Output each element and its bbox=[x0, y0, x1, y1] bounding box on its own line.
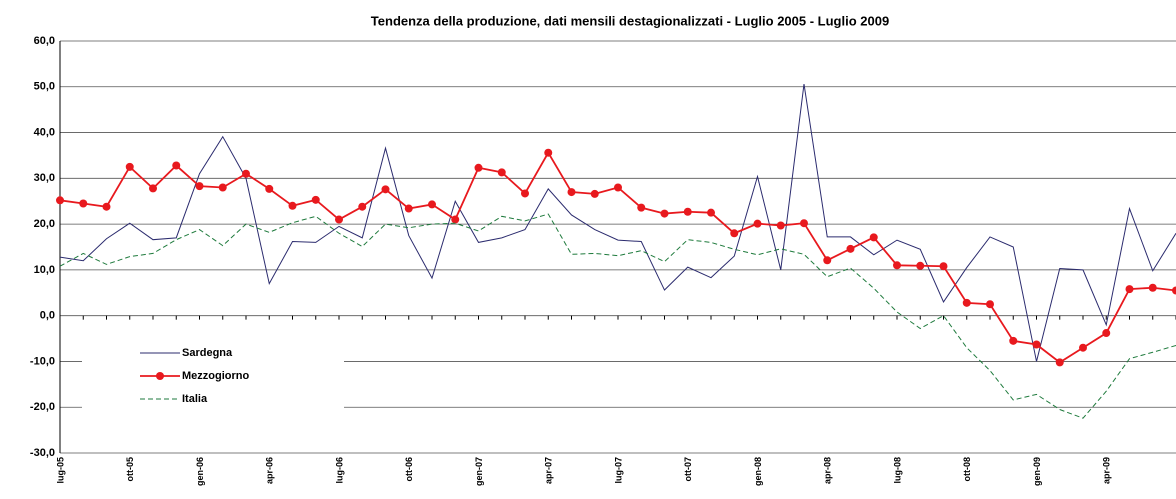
marker bbox=[474, 163, 483, 172]
marker bbox=[962, 298, 971, 307]
marker bbox=[218, 183, 227, 192]
legend-label: Sardegna bbox=[182, 347, 233, 359]
marker bbox=[893, 261, 901, 270]
marker bbox=[125, 162, 134, 171]
x-tick-label: ott-06 bbox=[404, 457, 414, 482]
x-tick-label: lug-06 bbox=[334, 457, 344, 484]
x-tick-label: apr-07 bbox=[544, 457, 554, 484]
marker bbox=[567, 188, 576, 197]
marker bbox=[660, 209, 669, 218]
marker bbox=[986, 300, 994, 309]
marker bbox=[916, 261, 925, 270]
y-tick-label: 10,0 bbox=[34, 264, 55, 276]
marker bbox=[823, 256, 832, 265]
marker bbox=[1055, 358, 1064, 367]
marker bbox=[707, 208, 715, 217]
marker bbox=[497, 168, 506, 177]
x-tick-label: ott-05 bbox=[125, 457, 135, 482]
marker bbox=[939, 262, 948, 271]
marker bbox=[637, 203, 646, 212]
marker bbox=[1009, 336, 1018, 345]
y-tick-label: 30,0 bbox=[34, 172, 55, 184]
x-tick-label: gen-09 bbox=[1032, 457, 1042, 486]
y-tick-label: 20,0 bbox=[34, 218, 55, 230]
marker bbox=[288, 201, 297, 210]
x-tick-label: gen-07 bbox=[474, 457, 484, 486]
series-line bbox=[59, 213, 1176, 419]
marker bbox=[451, 215, 460, 224]
marker bbox=[79, 199, 88, 208]
marker bbox=[614, 183, 622, 192]
marker bbox=[265, 184, 274, 193]
y-tick-label: 60,0 bbox=[34, 35, 55, 47]
marker bbox=[172, 161, 181, 170]
marker bbox=[846, 244, 855, 253]
marker bbox=[1125, 285, 1134, 294]
x-tick-label: ott-07 bbox=[683, 457, 693, 482]
y-tick-label: -10,0 bbox=[30, 355, 55, 367]
marker bbox=[428, 200, 436, 209]
marker bbox=[1032, 340, 1041, 349]
marker bbox=[590, 189, 599, 198]
legend-box bbox=[82, 338, 344, 416]
x-tick-label: ott-08 bbox=[962, 457, 972, 482]
marker bbox=[149, 184, 157, 193]
marker bbox=[800, 219, 808, 228]
series-line bbox=[59, 83, 1176, 362]
marker bbox=[242, 169, 250, 178]
x-tick-label: apr-08 bbox=[823, 457, 833, 484]
marker bbox=[381, 185, 390, 194]
marker bbox=[56, 196, 64, 205]
y-tick-label: 0,0 bbox=[40, 310, 55, 322]
y-tick-label: -20,0 bbox=[30, 401, 55, 413]
marker bbox=[776, 221, 785, 230]
x-tick-label: lug-07 bbox=[613, 457, 623, 484]
marker bbox=[335, 215, 343, 224]
chart-title: Tendenza della produzione, dati mensili … bbox=[371, 13, 889, 28]
marker bbox=[683, 207, 692, 216]
marker bbox=[869, 233, 878, 242]
legend-marker bbox=[156, 372, 164, 380]
legend-label: Italia bbox=[182, 393, 208, 405]
x-tick-label: gen-08 bbox=[753, 457, 763, 486]
legend-label: Mezzogiorno bbox=[182, 370, 249, 382]
x-tick-label: gen-06 bbox=[195, 457, 205, 486]
marker bbox=[1148, 283, 1157, 292]
x-tick-label: lug-08 bbox=[892, 457, 902, 484]
y-tick-label: 50,0 bbox=[34, 81, 55, 93]
x-tick-label: apr-06 bbox=[265, 457, 275, 484]
x-tick-label: apr-09 bbox=[1102, 457, 1112, 484]
marker bbox=[404, 204, 413, 213]
marker bbox=[521, 189, 529, 198]
marker bbox=[195, 182, 204, 191]
marker bbox=[753, 219, 762, 228]
marker bbox=[730, 229, 739, 238]
y-tick-label: -30,0 bbox=[30, 447, 55, 459]
x-tick-label: lug-05 bbox=[55, 457, 65, 484]
marker bbox=[1102, 329, 1111, 338]
marker bbox=[358, 202, 367, 211]
marker bbox=[1079, 343, 1087, 352]
marker bbox=[544, 148, 553, 157]
y-tick-label: 40,0 bbox=[34, 126, 55, 138]
marker bbox=[311, 195, 320, 204]
marker bbox=[102, 202, 111, 211]
marker bbox=[1172, 286, 1176, 295]
